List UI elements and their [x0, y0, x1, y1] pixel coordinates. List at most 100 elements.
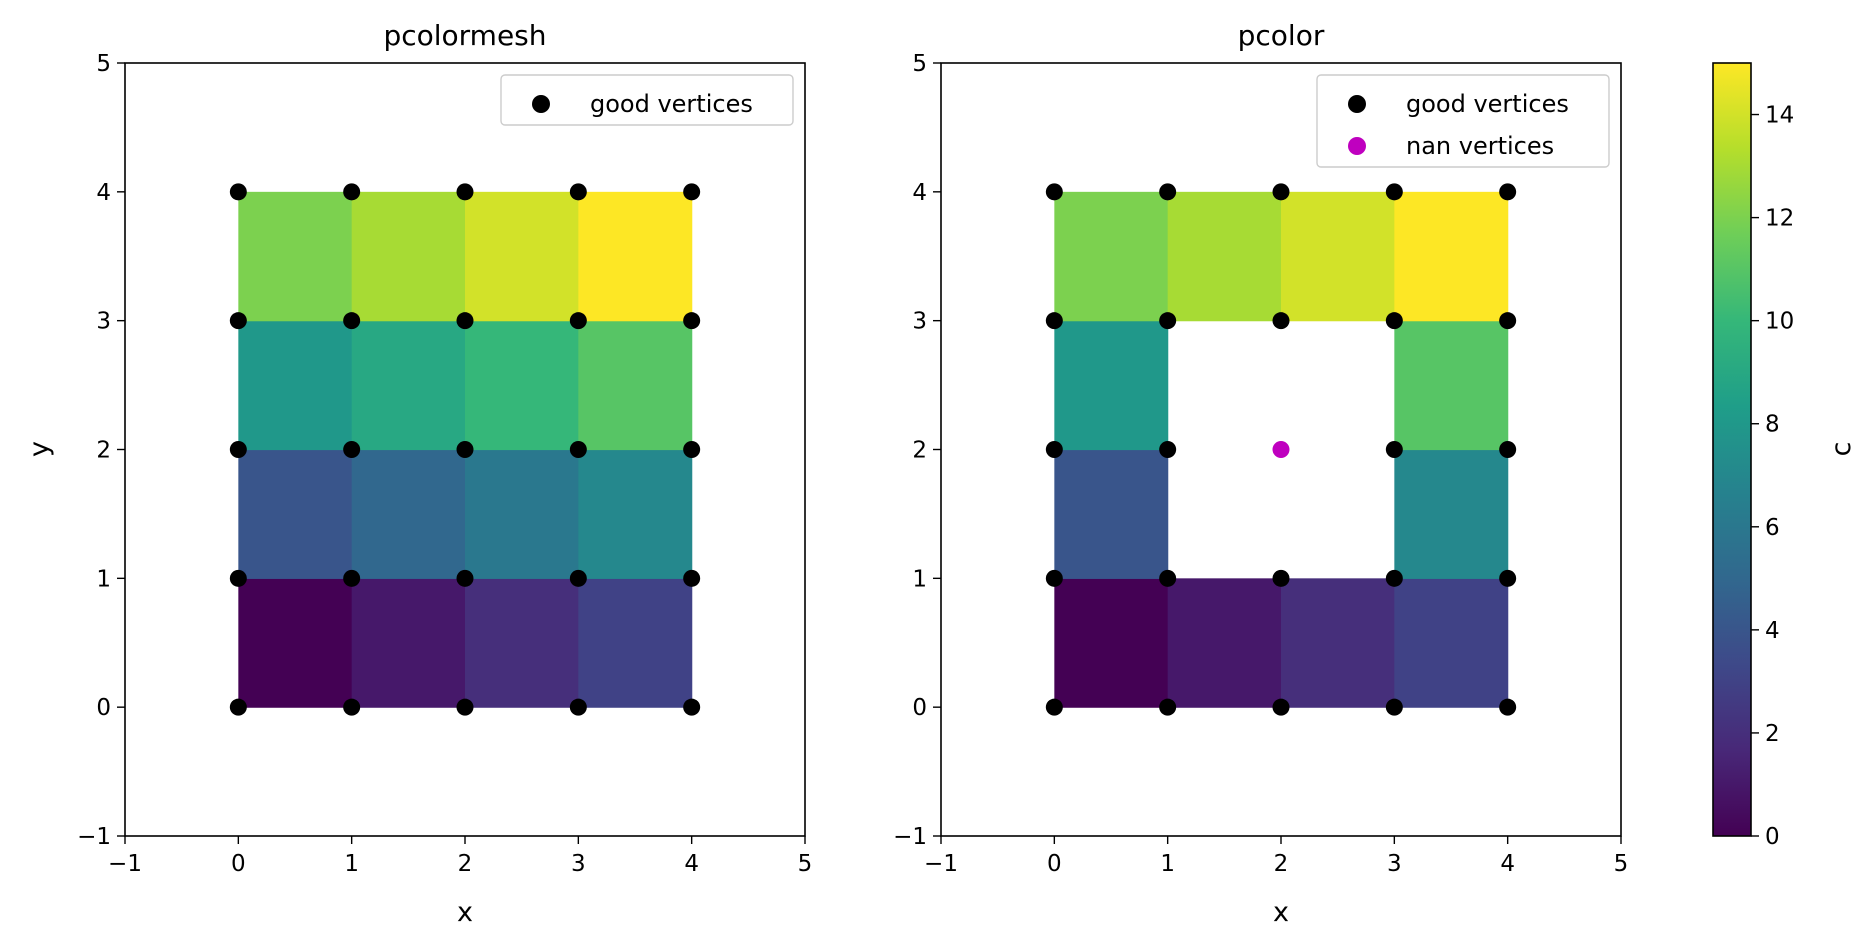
- x-tick-label: −1: [108, 851, 142, 877]
- heatmap-cell: [1054, 320, 1169, 451]
- heatmap-cell: [578, 320, 693, 451]
- good-vertex-point: [229, 183, 247, 201]
- colorbar-label: c: [1826, 442, 1857, 457]
- good-vertex-point: [1385, 698, 1403, 716]
- y-tick-label: 4: [912, 180, 927, 206]
- heatmap-cell: [578, 191, 693, 322]
- y-tick-label: 1: [96, 566, 111, 592]
- heatmap-cell: [351, 320, 466, 451]
- legend: good vertices: [500, 74, 794, 126]
- good-vertex-point: [343, 183, 361, 201]
- good-vertex-point: [1045, 183, 1063, 201]
- good-vertex-point: [569, 312, 587, 330]
- good-vertex-point: [343, 312, 361, 330]
- legend-marker: [1348, 95, 1366, 113]
- good-vertex-point: [1159, 698, 1177, 716]
- legend-box: [1316, 74, 1610, 168]
- heatmap-cell: [238, 320, 353, 451]
- x-tick-label: 4: [684, 851, 699, 877]
- x-tick-label: 1: [1160, 851, 1175, 877]
- legend-label: good vertices: [1406, 90, 1569, 118]
- y-tick-label: 0: [912, 695, 927, 721]
- x-tick-label: 3: [1387, 851, 1402, 877]
- good-vertex-point: [1385, 183, 1403, 201]
- heatmap-cell: [1054, 449, 1169, 579]
- x-ticks: −1 0 1 2 3 4 5: [108, 836, 812, 877]
- heatmap-cell: [1281, 578, 1395, 708]
- y-tick-label: 2: [912, 438, 927, 464]
- x-axis-label: x: [457, 897, 473, 928]
- heatmap-cell: [465, 191, 579, 322]
- good-vertex-point: [1499, 312, 1517, 330]
- good-vertex-point: [456, 312, 474, 330]
- good-vertex-point: [1159, 441, 1177, 458]
- good-vertex-point: [683, 441, 701, 458]
- colorbar-tick-label: 2: [1765, 721, 1780, 747]
- heatmap-cell: [1394, 449, 1509, 579]
- x-tick-label: 5: [798, 851, 813, 877]
- colorbar-tick-label: 6: [1765, 515, 1780, 541]
- good-vertex-point: [569, 183, 587, 201]
- good-vertex-point: [1045, 441, 1063, 458]
- good-vertex-point: [1159, 312, 1177, 330]
- good-vertex-point: [1499, 569, 1517, 587]
- x-tick-label: 5: [1614, 851, 1629, 877]
- good-vertex-point: [229, 441, 247, 458]
- x-axis-label: x: [1273, 897, 1289, 928]
- y-tick-label: −1: [893, 824, 927, 850]
- x-ticks: −1 0 1 2 3 4 5: [924, 836, 1628, 877]
- good-vertex-point: [683, 569, 701, 587]
- good-vertex-point: [683, 698, 701, 716]
- cells-pcolormesh: [238, 191, 693, 708]
- heatmap-cell: [238, 449, 353, 579]
- good-vertex-point: [456, 441, 474, 458]
- colorbar-tick-label: 10: [1765, 309, 1794, 335]
- good-vertex-point: [456, 698, 474, 716]
- colorbar-tick-label: 12: [1765, 206, 1794, 232]
- cells-pcolor: [1054, 191, 1509, 708]
- y-tick-label: 1: [912, 566, 927, 592]
- y-tick-label: 5: [96, 51, 111, 77]
- x-tick-label: 2: [1274, 851, 1289, 877]
- good-vertex-point: [1499, 183, 1517, 201]
- y-axis-label: y: [24, 441, 55, 457]
- legend-label: nan vertices: [1406, 132, 1554, 160]
- good-vertex-point: [569, 441, 587, 458]
- good-vertex-point: [343, 569, 361, 587]
- heatmap-cell: [351, 578, 466, 708]
- colorbar-tick-label: 4: [1765, 618, 1780, 644]
- legend-label: good vertices: [590, 90, 753, 118]
- colorbar-gradient: [1713, 63, 1751, 836]
- heatmap-cell: [1054, 191, 1169, 322]
- heatmap-cell: [238, 578, 353, 708]
- colorbar-tick-label: 14: [1765, 103, 1794, 129]
- good-vertex-point: [569, 569, 587, 587]
- good-vertex-point: [569, 698, 587, 716]
- good-vertex-point: [1045, 569, 1063, 587]
- good-vertex-point: [1499, 698, 1517, 716]
- x-tick-label: 0: [231, 851, 246, 877]
- legend-marker: [532, 95, 550, 113]
- y-ticks: −1 0 1 2 3 4 5: [77, 51, 125, 850]
- x-tick-label: 4: [1500, 851, 1515, 877]
- good-vertex-point: [1159, 183, 1177, 201]
- colorbar-frame: [1712, 62, 1752, 837]
- legend-marker: [1348, 137, 1366, 155]
- colorbar-tick-label: 0: [1765, 824, 1780, 850]
- good-vertex-point: [229, 312, 247, 330]
- x-tick-label: 1: [344, 851, 359, 877]
- good-vertex-point: [1159, 569, 1177, 587]
- heatmap-cell: [1394, 320, 1509, 451]
- heatmap-cell: [465, 578, 579, 708]
- good-vertex-point: [1385, 441, 1403, 458]
- y-tick-label: 5: [912, 51, 927, 77]
- good-vertex-point: [229, 569, 247, 587]
- heatmap-cell: [1394, 578, 1509, 708]
- colorbar-tick-label: 8: [1765, 412, 1780, 438]
- y-tick-label: −1: [77, 824, 111, 850]
- good-vertex-point: [456, 183, 474, 201]
- heatmap-cell: [351, 191, 466, 322]
- x-tick-label: 2: [458, 851, 473, 877]
- heatmap-cell: [351, 449, 466, 579]
- vertices-pcolor: [1045, 183, 1517, 716]
